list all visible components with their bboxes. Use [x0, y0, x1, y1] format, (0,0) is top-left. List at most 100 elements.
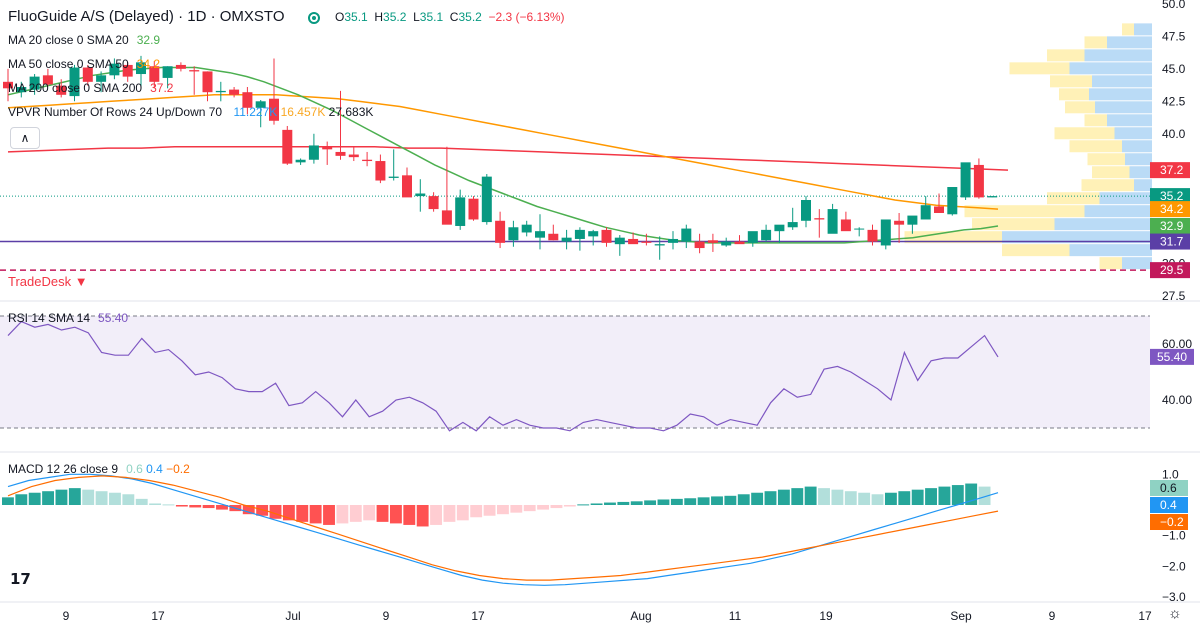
macd-histogram-bar	[844, 491, 857, 505]
candle-body	[455, 197, 466, 226]
ma50-legend[interactable]: MA 50 close 0 SMA 50 34.2	[8, 57, 160, 71]
macd-histogram-bar	[697, 497, 710, 505]
macd-hist-value: 0.6	[126, 462, 143, 476]
candle-body	[747, 231, 758, 243]
macd-line-value: 0.4	[146, 462, 163, 476]
volume-profile-up-bar	[1125, 153, 1152, 166]
macd-histogram-bar	[403, 505, 416, 525]
market-status-icon	[308, 12, 320, 24]
macd-histogram-bar	[871, 494, 884, 505]
macd-histogram-bar	[336, 505, 349, 524]
volume-profile-up-bar	[1114, 127, 1152, 140]
tradedesk-label[interactable]: TradeDesk ▼	[8, 274, 88, 289]
caret-down-icon: ▼	[74, 274, 88, 289]
close-label: C	[449, 10, 459, 24]
price-tag-label: 31.7	[1160, 235, 1184, 249]
candle-body	[348, 154, 359, 158]
volume-profile-down-bar	[1069, 140, 1122, 153]
volume-profile-up-bar	[1089, 88, 1152, 101]
macd-histogram-bar	[911, 489, 924, 505]
candle-body	[840, 219, 851, 232]
theme-toggle-icon[interactable]: ☼	[1168, 605, 1182, 622]
candle-body	[521, 224, 532, 233]
ma200-line	[7, 146, 1009, 171]
candle-body	[402, 175, 412, 198]
candle-body	[987, 196, 998, 198]
macd-histogram-bar	[858, 492, 871, 505]
macd-legend[interactable]: MACD 12 26 close 9 0.6 0.4 −0.2	[8, 462, 190, 476]
macd-histogram-bar	[925, 488, 937, 505]
macd-histogram-bar	[323, 505, 335, 525]
candle-body	[894, 220, 905, 225]
candle-body	[255, 101, 266, 108]
candle-body	[282, 129, 293, 164]
macd-histogram-bar	[898, 491, 911, 505]
volume-profile-up-bar	[1092, 75, 1152, 88]
macd-histogram-bar	[456, 505, 469, 521]
price-tag	[1150, 233, 1190, 250]
volume-profile-down-bar	[964, 205, 1085, 218]
ma200-value: 37.2	[150, 81, 174, 95]
macd-histogram-bar	[82, 489, 95, 505]
ma20-value: 32.9	[136, 33, 161, 47]
macd-line	[7, 473, 999, 586]
price-tag-label: 32.9	[1160, 219, 1184, 233]
tradingview-logo[interactable]: 17	[10, 570, 31, 588]
candle-body	[814, 218, 825, 220]
rsi-value: 55.40	[98, 311, 129, 325]
volume-profile-down-bar	[1092, 166, 1130, 179]
collapse-legend-button[interactable]: ∧	[10, 127, 40, 149]
candle-body	[628, 238, 639, 245]
volume-profile-down-bar	[1054, 127, 1115, 140]
macd-histogram-bar	[884, 492, 897, 505]
candle-body	[721, 241, 732, 246]
macd-histogram-bar	[831, 489, 844, 505]
macd-histogram-bar	[202, 505, 215, 509]
candle-body	[82, 67, 93, 82]
candle-body	[362, 159, 373, 162]
vpvr-legend[interactable]: VPVR Number Of Rows 24 Up/Down 70 11.227…	[8, 105, 373, 119]
candle-body	[707, 240, 718, 243]
volume-profile-down-bar	[1009, 62, 1070, 75]
candle-body	[109, 63, 120, 76]
volume-profile-down-bar	[1084, 114, 1107, 127]
candle-body	[774, 224, 785, 232]
low-label: L	[413, 10, 420, 24]
macd-histogram-bar	[604, 502, 616, 505]
candle-body	[535, 231, 545, 238]
volume-profile-up-bar	[1134, 179, 1152, 192]
candle-body	[335, 151, 346, 156]
macd-value-tag-label: 0.6	[1160, 481, 1177, 495]
candle-body	[854, 228, 865, 230]
volume-profile-up-bar	[1002, 231, 1152, 244]
macd-histogram-bar	[162, 504, 175, 506]
candle-body	[973, 164, 984, 198]
macd-histogram-bar	[711, 496, 723, 505]
candle-body	[202, 71, 213, 93]
candle-body	[69, 67, 80, 97]
macd-signal-value: −0.2	[166, 462, 190, 476]
candle-body	[229, 89, 240, 95]
candle-body	[495, 220, 506, 243]
x-tick-label: Jul	[285, 609, 300, 623]
candle-body	[867, 229, 878, 242]
candle-body	[96, 75, 107, 82]
macd-histogram-bar	[189, 505, 202, 508]
ma20-legend[interactable]: MA 20 close 0 SMA 20 32.9	[8, 33, 160, 47]
rsi-legend[interactable]: RSI 14 SMA 14 55.40	[8, 311, 128, 325]
candle-body	[136, 62, 146, 75]
macd-histogram-bar	[777, 489, 790, 505]
high-value: 35.2	[383, 10, 407, 24]
candle-body	[668, 238, 678, 243]
macd-histogram-bar	[55, 489, 68, 505]
volume-profile-up-bar	[1129, 166, 1152, 179]
macd-histogram-bar	[657, 499, 670, 505]
macd-histogram-bar	[523, 505, 536, 512]
macd-histogram-bar	[670, 498, 683, 505]
macd-histogram-bar	[135, 498, 148, 505]
ma200-legend[interactable]: MA 200 close 0 SMA 200 37.2	[8, 81, 173, 95]
macd-value-tag-label: −0.2	[1160, 515, 1184, 529]
vpvr-up-value: 11.227K	[233, 105, 278, 119]
candle-body	[588, 231, 599, 237]
